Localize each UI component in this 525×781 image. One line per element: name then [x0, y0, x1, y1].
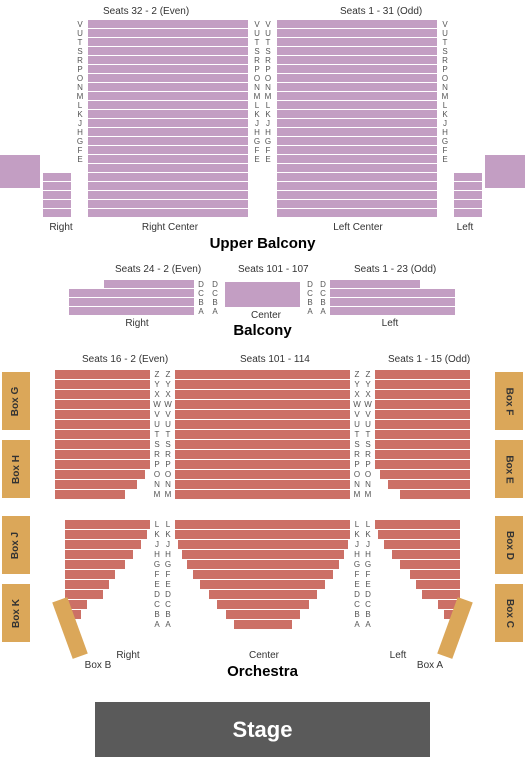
box-g[interactable]: Box G	[2, 372, 30, 430]
ub-left-center[interactable]	[277, 20, 437, 217]
ub-right-label: Right	[46, 222, 76, 233]
balc-rowlabels-4: DCBA	[318, 280, 328, 315]
ub-right[interactable]	[43, 173, 71, 217]
box-c[interactable]: Box C	[495, 584, 523, 642]
balc-rowlabels-2: DCBA	[210, 280, 220, 315]
seating-chart: Seats 32 - 2 (Even) Seats 1 - 31 (Odd) V…	[0, 0, 525, 781]
ub-far-right[interactable]	[0, 155, 40, 188]
balc-center-label: Center	[246, 310, 286, 321]
ub-rowlabels-1: VUTSRPONMLKJHGFE	[75, 20, 85, 163]
orch-center-front[interactable]	[175, 520, 350, 629]
box-j[interactable]: Box J	[2, 516, 30, 574]
orch-left-label: Left	[378, 650, 418, 661]
orch-title: Orchestra	[0, 663, 525, 680]
ub-left-label: Left	[450, 222, 480, 233]
balc-rowlabels-1: DCBA	[196, 280, 206, 315]
orch-left-back[interactable]	[375, 370, 470, 499]
balc-seat-range-left: Seats 1 - 23 (Odd)	[354, 264, 436, 275]
ub-lc-label: Left Center	[318, 222, 398, 233]
orch-seat-range-right: Seats 16 - 2 (Even)	[82, 354, 168, 365]
stage: Stage	[95, 702, 430, 757]
orch-left-front[interactable]	[375, 520, 460, 619]
orch-seat-range-left: Seats 1 - 15 (Odd)	[388, 354, 470, 365]
orch-right-front[interactable]	[65, 520, 150, 619]
orch-center-label: Center	[244, 650, 284, 661]
orch-seat-range-center: Seats 101 - 114	[240, 354, 310, 365]
orch-rowlabels-front-2: LKJHGFEDCBA	[163, 520, 173, 629]
balc-seat-range-center: Seats 101 - 107	[238, 264, 309, 275]
orch-rowlabels-back-1: ZYXWVUTSRPONM	[152, 370, 162, 499]
ub-rc-label: Right Center	[130, 222, 210, 233]
orch-rowlabels-front-1: LKJHGFEDCBA	[152, 520, 162, 629]
box-d[interactable]: Box D	[495, 516, 523, 574]
ub-seat-range-right: Seats 32 - 2 (Even)	[103, 6, 189, 17]
orch-center-back[interactable]	[175, 370, 350, 499]
balc-left[interactable]	[330, 280, 455, 315]
ub-rowlabels-2: VUTSRPONMLKJHGFE	[252, 20, 262, 163]
orch-right-back[interactable]	[55, 370, 150, 499]
orch-rowlabels-front-4: LKJHGFEDCBA	[363, 520, 373, 629]
box-h[interactable]: Box H	[2, 440, 30, 498]
box-e[interactable]: Box E	[495, 440, 523, 498]
balc-center[interactable]	[225, 282, 300, 307]
ub-far-left[interactable]	[485, 155, 525, 188]
box-f[interactable]: Box F	[495, 372, 523, 430]
balc-right[interactable]	[69, 280, 194, 315]
ub-right-center[interactable]	[88, 20, 248, 217]
orch-rowlabels-back-3: ZYXWVUTSRPONM	[352, 370, 362, 499]
balc-rowlabels-3: DCBA	[305, 280, 315, 315]
ub-rowlabels-3: VUTSRPONMLKJHGFE	[263, 20, 273, 163]
orch-right-label: Right	[108, 650, 148, 661]
ub-title: Upper Balcony	[0, 235, 525, 252]
orch-rowlabels-front-3: LKJHGFEDCBA	[352, 520, 362, 629]
balc-title: Balcony	[0, 322, 525, 339]
box-k[interactable]: Box K	[2, 584, 30, 642]
ub-seat-range-left: Seats 1 - 31 (Odd)	[340, 6, 422, 17]
balc-seat-range-right: Seats 24 - 2 (Even)	[115, 264, 201, 275]
orch-rowlabels-back-2: ZYXWVUTSRPONM	[163, 370, 173, 499]
orch-rowlabels-back-4: ZYXWVUTSRPONM	[363, 370, 373, 499]
ub-rowlabels-4: VUTSRPONMLKJHGFE	[440, 20, 450, 163]
ub-left[interactable]	[454, 173, 482, 217]
